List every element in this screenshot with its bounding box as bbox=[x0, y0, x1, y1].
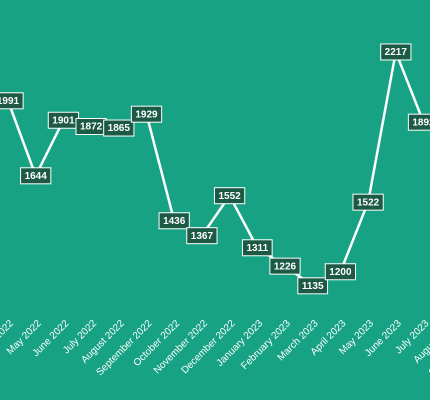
value-label: 1436 bbox=[158, 212, 190, 230]
value-label-box bbox=[324, 263, 357, 281]
value-label-text: 1991 bbox=[0, 96, 20, 107]
value-label: 1991 bbox=[0, 92, 24, 110]
value-label-box bbox=[20, 167, 52, 185]
value-label-text: 1135 bbox=[302, 281, 324, 292]
value-label-text: 1901 bbox=[52, 115, 75, 126]
data-line bbox=[6, 50, 425, 288]
value-label-box bbox=[213, 187, 246, 205]
value-label-text: 1865 bbox=[108, 123, 131, 134]
value-label: 1226 bbox=[269, 257, 301, 275]
value-label-text: 1367 bbox=[191, 231, 214, 242]
value-label-box bbox=[103, 119, 135, 137]
value-label: 1200 bbox=[324, 263, 357, 281]
value-label-box bbox=[297, 277, 329, 295]
value-label: 1872 bbox=[75, 118, 107, 136]
value-label-box bbox=[241, 239, 273, 257]
value-label-box bbox=[380, 43, 412, 61]
value-label-text: 1929 bbox=[135, 109, 158, 120]
value-label: 1901 bbox=[47, 111, 80, 129]
value-label-box bbox=[130, 105, 163, 123]
value-label-text: 1552 bbox=[218, 191, 241, 202]
value-label: 1311 bbox=[241, 239, 273, 257]
value-label-text: 1200 bbox=[329, 267, 352, 278]
value-label-text: 2217 bbox=[385, 47, 408, 58]
value-label-text: 1311 bbox=[246, 243, 268, 254]
value-label-text: 1522 bbox=[357, 197, 380, 208]
value-label-box bbox=[186, 227, 218, 245]
value-label-box bbox=[269, 257, 301, 275]
value-label: 1865 bbox=[103, 119, 135, 137]
value-label: 1522 bbox=[352, 193, 384, 211]
value-label-box bbox=[0, 92, 24, 110]
value-label: 1367 bbox=[186, 227, 218, 245]
value-label-text: 1436 bbox=[163, 216, 186, 227]
value-label-text: 1872 bbox=[80, 122, 103, 133]
value-label-text: 1226 bbox=[274, 261, 297, 272]
value-label: 1135 bbox=[297, 277, 329, 295]
value-label-box bbox=[407, 113, 430, 131]
value-label: 2217 bbox=[380, 43, 412, 61]
value-label: 1552 bbox=[213, 187, 246, 205]
value-label-box bbox=[158, 212, 190, 230]
value-label-box bbox=[352, 193, 384, 211]
value-label-text: 1644 bbox=[25, 171, 48, 182]
value-label: 1929 bbox=[130, 105, 163, 123]
value-label: 1644 bbox=[20, 167, 52, 185]
